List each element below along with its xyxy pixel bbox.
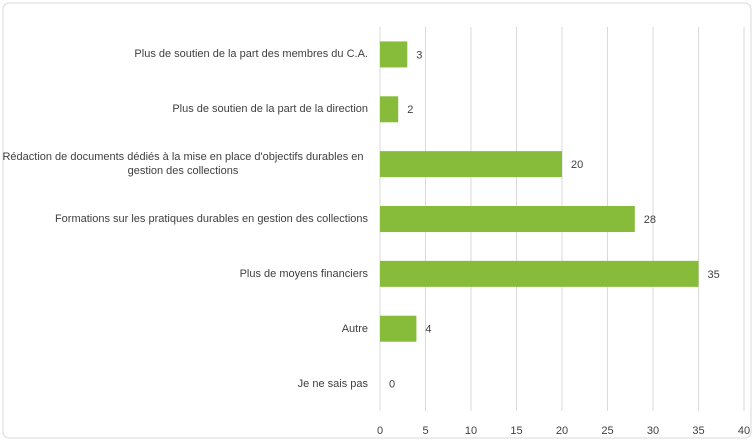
y-tick-label: Plus de moyens financiers <box>0 267 368 281</box>
y-tick-label: Rédaction de documents dédiés à la mise … <box>0 150 368 178</box>
y-tick-text: Je ne sais pas <box>297 377 368 390</box>
bar <box>380 315 417 342</box>
y-tick-text: Formations sur les pratiques durables en… <box>54 213 368 225</box>
y-tick-label: Plus de soutien de la part des membres d… <box>0 47 368 61</box>
y-tick-text: Plus de soutien de la part de la directi… <box>172 103 368 116</box>
data-label: 4 <box>425 324 431 336</box>
x-tick-label: 5 <box>422 425 428 437</box>
data-label: 28 <box>644 214 656 226</box>
data-label: 3 <box>416 49 422 61</box>
y-tick-text: Rédaction de documents dédiés à la mise … <box>2 151 364 178</box>
bar <box>380 96 399 123</box>
y-tick-text: Autre <box>341 322 368 335</box>
x-tick-label: 40 <box>738 425 750 437</box>
x-tick-label: 30 <box>647 425 659 437</box>
y-tick-label: Formations sur les pratiques durables en… <box>0 212 368 226</box>
y-tick-label: Je ne sais pas <box>0 377 368 391</box>
data-label: 20 <box>571 159 583 171</box>
data-label: 2 <box>407 104 413 116</box>
bar <box>380 206 635 232</box>
bar <box>380 151 562 178</box>
x-tick-label: 20 <box>556 425 568 437</box>
y-tick-label: Plus de soutien de la part de la directi… <box>0 102 368 116</box>
x-tick-label: 25 <box>601 425 613 437</box>
y-tick-text: Plus de soutien de la part des membres d… <box>134 48 368 61</box>
y-tick-text: Plus de moyens financiers <box>239 267 368 280</box>
x-tick-label: 35 <box>692 425 704 437</box>
y-tick-label: Autre <box>0 322 368 336</box>
x-tick-label: 15 <box>510 425 522 437</box>
bar <box>380 260 699 287</box>
x-tick-label: 0 <box>377 425 383 437</box>
bar <box>380 41 408 68</box>
data-label: 35 <box>708 269 720 281</box>
data-label: 0 <box>389 378 395 390</box>
x-tick-label: 10 <box>465 425 477 437</box>
